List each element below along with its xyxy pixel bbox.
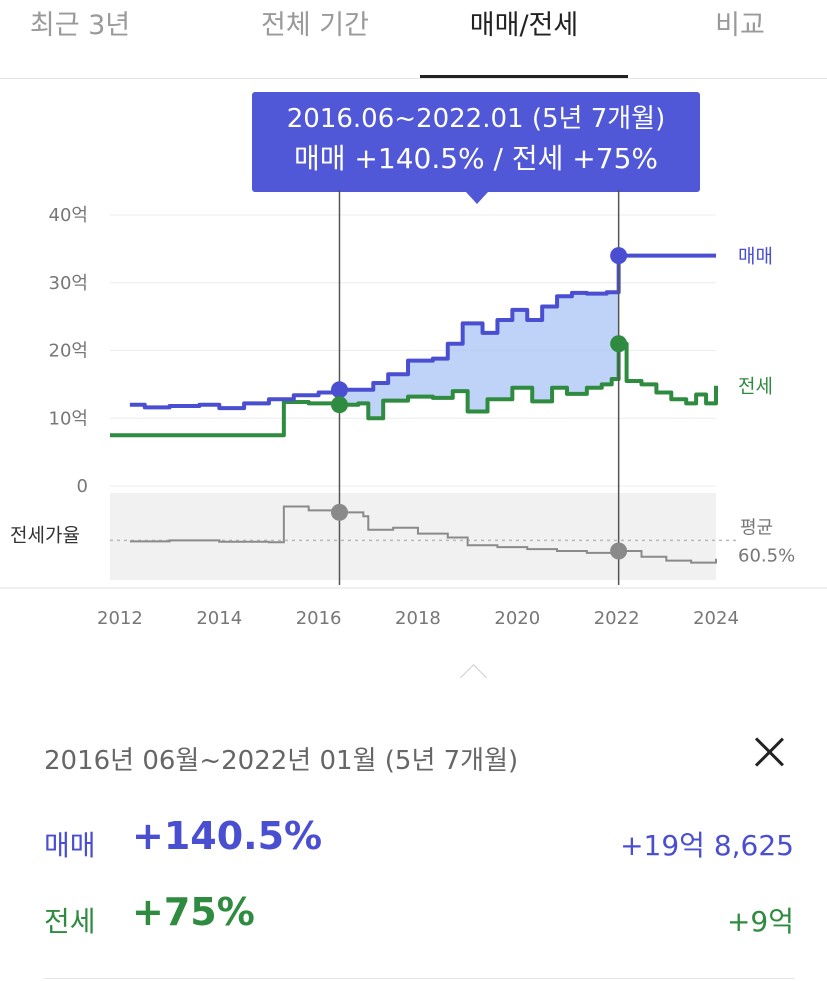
x-tick-label: 2016 — [296, 608, 342, 629]
summary-row-sale: 매매 +140.5% +19억 8,625 — [44, 814, 794, 868]
sale-marker — [610, 247, 628, 265]
chevron-up-icon — [460, 664, 487, 691]
y-tick-label: 40억 — [49, 205, 88, 226]
x-tick-label: 2018 — [395, 608, 441, 629]
x-tick-label: 2022 — [594, 608, 640, 629]
jeonse-percent: +75% — [132, 890, 255, 934]
tooltip-period: 2016.06~2022.01 (5년 7개월) — [286, 104, 666, 134]
x-tick-label: 2020 — [494, 608, 540, 629]
summary-row-jeonse: 전세 +75% +9억 — [44, 890, 794, 944]
ratio-marker — [330, 503, 348, 521]
ratio-average-value: 60.5% — [738, 545, 795, 566]
tooltip-arrow — [466, 192, 488, 204]
series-label-ratio: 전세가율 — [10, 524, 80, 546]
series-label-sale: 매매 — [738, 246, 773, 268]
x-tick-label: 2014 — [196, 608, 242, 629]
tab-sale-jeonse[interactable]: 매매/전세 — [420, 0, 628, 78]
tab-entire-period[interactable]: 전체 기간 — [261, 10, 369, 41]
period-tabs: 최근 3년 전체 기간 매매/전세 비교 — [0, 0, 827, 79]
sale-amount: +19억 8,625 — [620, 829, 794, 862]
x-tick-label: 2012 — [97, 608, 143, 629]
divider — [44, 978, 794, 979]
ratio-panel-bg — [110, 493, 716, 580]
y-tick-label: 30억 — [49, 273, 88, 294]
ratio-marker — [610, 542, 628, 560]
jeonse-label: 전세 — [44, 905, 96, 938]
series-label-jeonse: 전세 — [738, 376, 773, 398]
selection-fill-area — [339, 255, 619, 419]
ratio-average-label: 평균 — [740, 517, 773, 538]
y-tick-label: 20억 — [49, 341, 88, 362]
sale-marker — [330, 381, 348, 399]
tooltip-summary: 매매 +140.5% / 전세 +75% — [294, 142, 658, 175]
y-tick-label: 10억 — [49, 408, 88, 429]
tab-recent-3-years[interactable]: 최근 3년 — [29, 10, 131, 41]
series-line-ratio — [129, 505, 717, 564]
jeonse-amount: +9억 — [726, 905, 794, 938]
jeonse-marker — [610, 335, 628, 353]
sale-percent: +140.5% — [132, 814, 323, 858]
x-tick-label: 2024 — [693, 608, 739, 629]
jeonse-marker — [330, 396, 348, 414]
close-icon[interactable] — [752, 735, 786, 769]
selection-tooltip: 2016.06~2022.01 (5년 7개월) 매매 +140.5% / 전세… — [252, 92, 700, 204]
summary-period: 2016년 06월~2022년 01월 (5년 7개월) — [44, 746, 519, 776]
y-tick-label: 0 — [77, 476, 88, 497]
sale-label: 매매 — [44, 829, 96, 862]
tab-compare[interactable]: 비교 — [715, 10, 765, 41]
series-line-sale — [129, 253, 716, 411]
